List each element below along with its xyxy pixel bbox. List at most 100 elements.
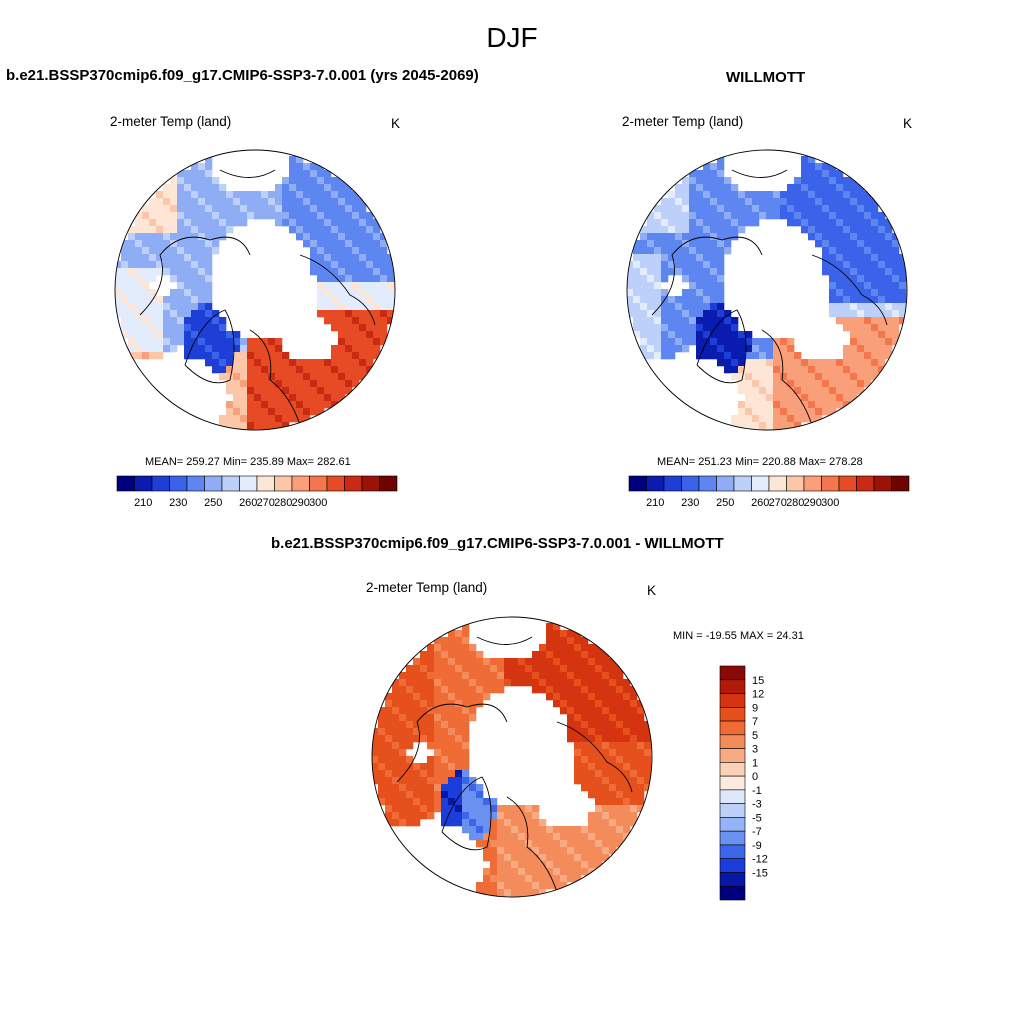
colorbar-swatch xyxy=(274,475,293,492)
panel-b-colorbar: 210 230 250 260 270 280 290 300 xyxy=(628,475,910,509)
colorbar-swatch xyxy=(628,475,647,492)
colorbar-swatch xyxy=(719,817,746,832)
panel-c-subtitle: 2-meter Temp (land) xyxy=(366,580,488,595)
colorbar-swatch xyxy=(751,475,770,492)
colorbar-swatch xyxy=(719,748,746,763)
colorbar-swatch xyxy=(116,475,135,492)
colorbar-swatch xyxy=(326,475,345,492)
panel-a-subtitle: 2-meter Temp (land) xyxy=(110,114,232,129)
colorbar-swatch xyxy=(821,475,840,492)
colorbar-swatch xyxy=(719,734,746,749)
colorbar-tick-label: -5 xyxy=(752,812,762,824)
panel-b-units: K xyxy=(903,116,913,131)
colorbar-swatch xyxy=(719,858,746,873)
coastline xyxy=(556,721,633,793)
coastline xyxy=(731,169,788,178)
colorbar-swatch xyxy=(379,475,398,492)
colorbar-tick-label: -9 xyxy=(752,840,762,852)
colorbar-tick-label: 12 xyxy=(752,689,764,701)
colorbar-tick-label: -1 xyxy=(752,785,762,797)
colorbar-tick-label: 3 xyxy=(752,744,758,756)
colorbar-tick-label: 0 xyxy=(752,771,758,783)
colorbar-swatch xyxy=(719,803,746,818)
colorbar-tick-label: -12 xyxy=(752,854,768,866)
colorbar-tick-label: 9 xyxy=(752,702,758,714)
colorbar-tick-label: 5 xyxy=(752,730,758,742)
coastline xyxy=(219,169,276,178)
colorbar-swatch xyxy=(698,475,717,492)
colorbar-tick-label: 300 xyxy=(821,497,839,509)
coastline xyxy=(811,254,888,326)
colorbar-swatch xyxy=(719,830,746,846)
panel-b-stats: MEAN= 251.23 Min= 220.88 Max= 278.28 xyxy=(657,456,863,468)
coastline xyxy=(441,776,492,851)
colorbar-tick-label: 300 xyxy=(309,497,327,509)
colorbar-tick-label: 15 xyxy=(752,675,764,687)
colorbar-tick-label: 270 xyxy=(769,497,787,509)
panel-b-polar-map xyxy=(626,149,908,431)
colorbar-swatch xyxy=(719,885,746,901)
coastline xyxy=(184,309,235,384)
coastline xyxy=(299,254,376,326)
colorbar-swatch xyxy=(134,475,153,492)
coastline xyxy=(139,236,251,316)
colorbar-swatch xyxy=(663,475,682,492)
colorbar-swatch xyxy=(239,475,258,492)
colorbar-swatch xyxy=(719,789,746,804)
colorbar-swatch xyxy=(768,475,787,492)
colorbar-tick-label: 1 xyxy=(752,757,758,769)
colorbar-tick-label: 230 xyxy=(169,497,187,509)
colorbar-swatch xyxy=(309,475,328,492)
coastline xyxy=(761,329,813,426)
panel-a-stats: MEAN= 259.27 Min= 235.89 Max= 282.61 xyxy=(145,456,351,468)
colorbar-swatch xyxy=(256,475,275,492)
colorbar-swatch xyxy=(719,775,746,791)
colorbar-swatch xyxy=(151,475,170,492)
panel-c-colorbar: 15 129 7 5 31 0 -1 -3-5 -7 -9 -12-15 xyxy=(719,665,768,901)
colorbar-swatch xyxy=(719,665,746,681)
colorbar-swatch xyxy=(891,475,910,492)
colorbar-swatch xyxy=(681,475,700,492)
colorbar-swatch xyxy=(719,706,746,722)
colorbar-swatch xyxy=(786,475,805,492)
colorbar-swatch xyxy=(169,475,188,492)
colorbar-swatch xyxy=(719,762,746,777)
colorbar-tick-label: 260 xyxy=(751,497,769,509)
colorbar-swatch xyxy=(719,872,746,887)
colorbar-tick-label: 250 xyxy=(716,497,734,509)
colorbar-swatch xyxy=(719,679,746,694)
panel-c-minmax: MIN = -19.55 MAX = 24.31 xyxy=(673,630,804,642)
colorbar-swatch xyxy=(719,720,746,736)
coastline xyxy=(476,636,533,645)
colorbar-swatch xyxy=(221,475,240,492)
colorbar-swatch xyxy=(204,475,223,492)
colorbar-tick-label: 210 xyxy=(646,497,664,509)
panel-c-polar-map xyxy=(371,616,653,898)
panel-c-units: K xyxy=(647,583,657,598)
colorbar-tick-label: -7 xyxy=(752,826,762,838)
colorbar-swatch xyxy=(344,475,363,492)
panel-b-subtitle: 2-meter Temp (land) xyxy=(622,114,744,129)
colorbar-swatch xyxy=(838,475,857,492)
colorbar-tick-label: 230 xyxy=(681,497,699,509)
colorbar-swatch xyxy=(186,475,205,492)
panel-b-title: WILLMOTT xyxy=(726,69,806,86)
season-title: DJF xyxy=(486,22,538,53)
colorbar-swatch xyxy=(646,475,665,492)
colorbar-swatch xyxy=(719,693,746,708)
coastline xyxy=(696,309,747,384)
panel-a-colorbar: 210 230 250 260 270 280 290 300 xyxy=(116,475,398,509)
colorbar-tick-label: 260 xyxy=(239,497,257,509)
colorbar-tick-label: 290 xyxy=(804,497,822,509)
map-boundary xyxy=(626,149,908,431)
colorbar-tick-label: -15 xyxy=(752,867,768,879)
colorbar-tick-label: 250 xyxy=(204,497,222,509)
panel-c-title: b.e21.BSSP370cmip6.f09_g17.CMIP6-SSP3-7.… xyxy=(271,535,724,552)
colorbar-swatch xyxy=(733,475,752,492)
colorbar-swatch xyxy=(361,475,380,492)
colorbar-tick-label: 290 xyxy=(292,497,310,509)
panel-a-polar-map xyxy=(114,149,396,431)
panel-a-units: K xyxy=(391,116,401,131)
colorbar-tick-label: -3 xyxy=(752,799,762,811)
colorbar-tick-label: 280 xyxy=(786,497,804,509)
